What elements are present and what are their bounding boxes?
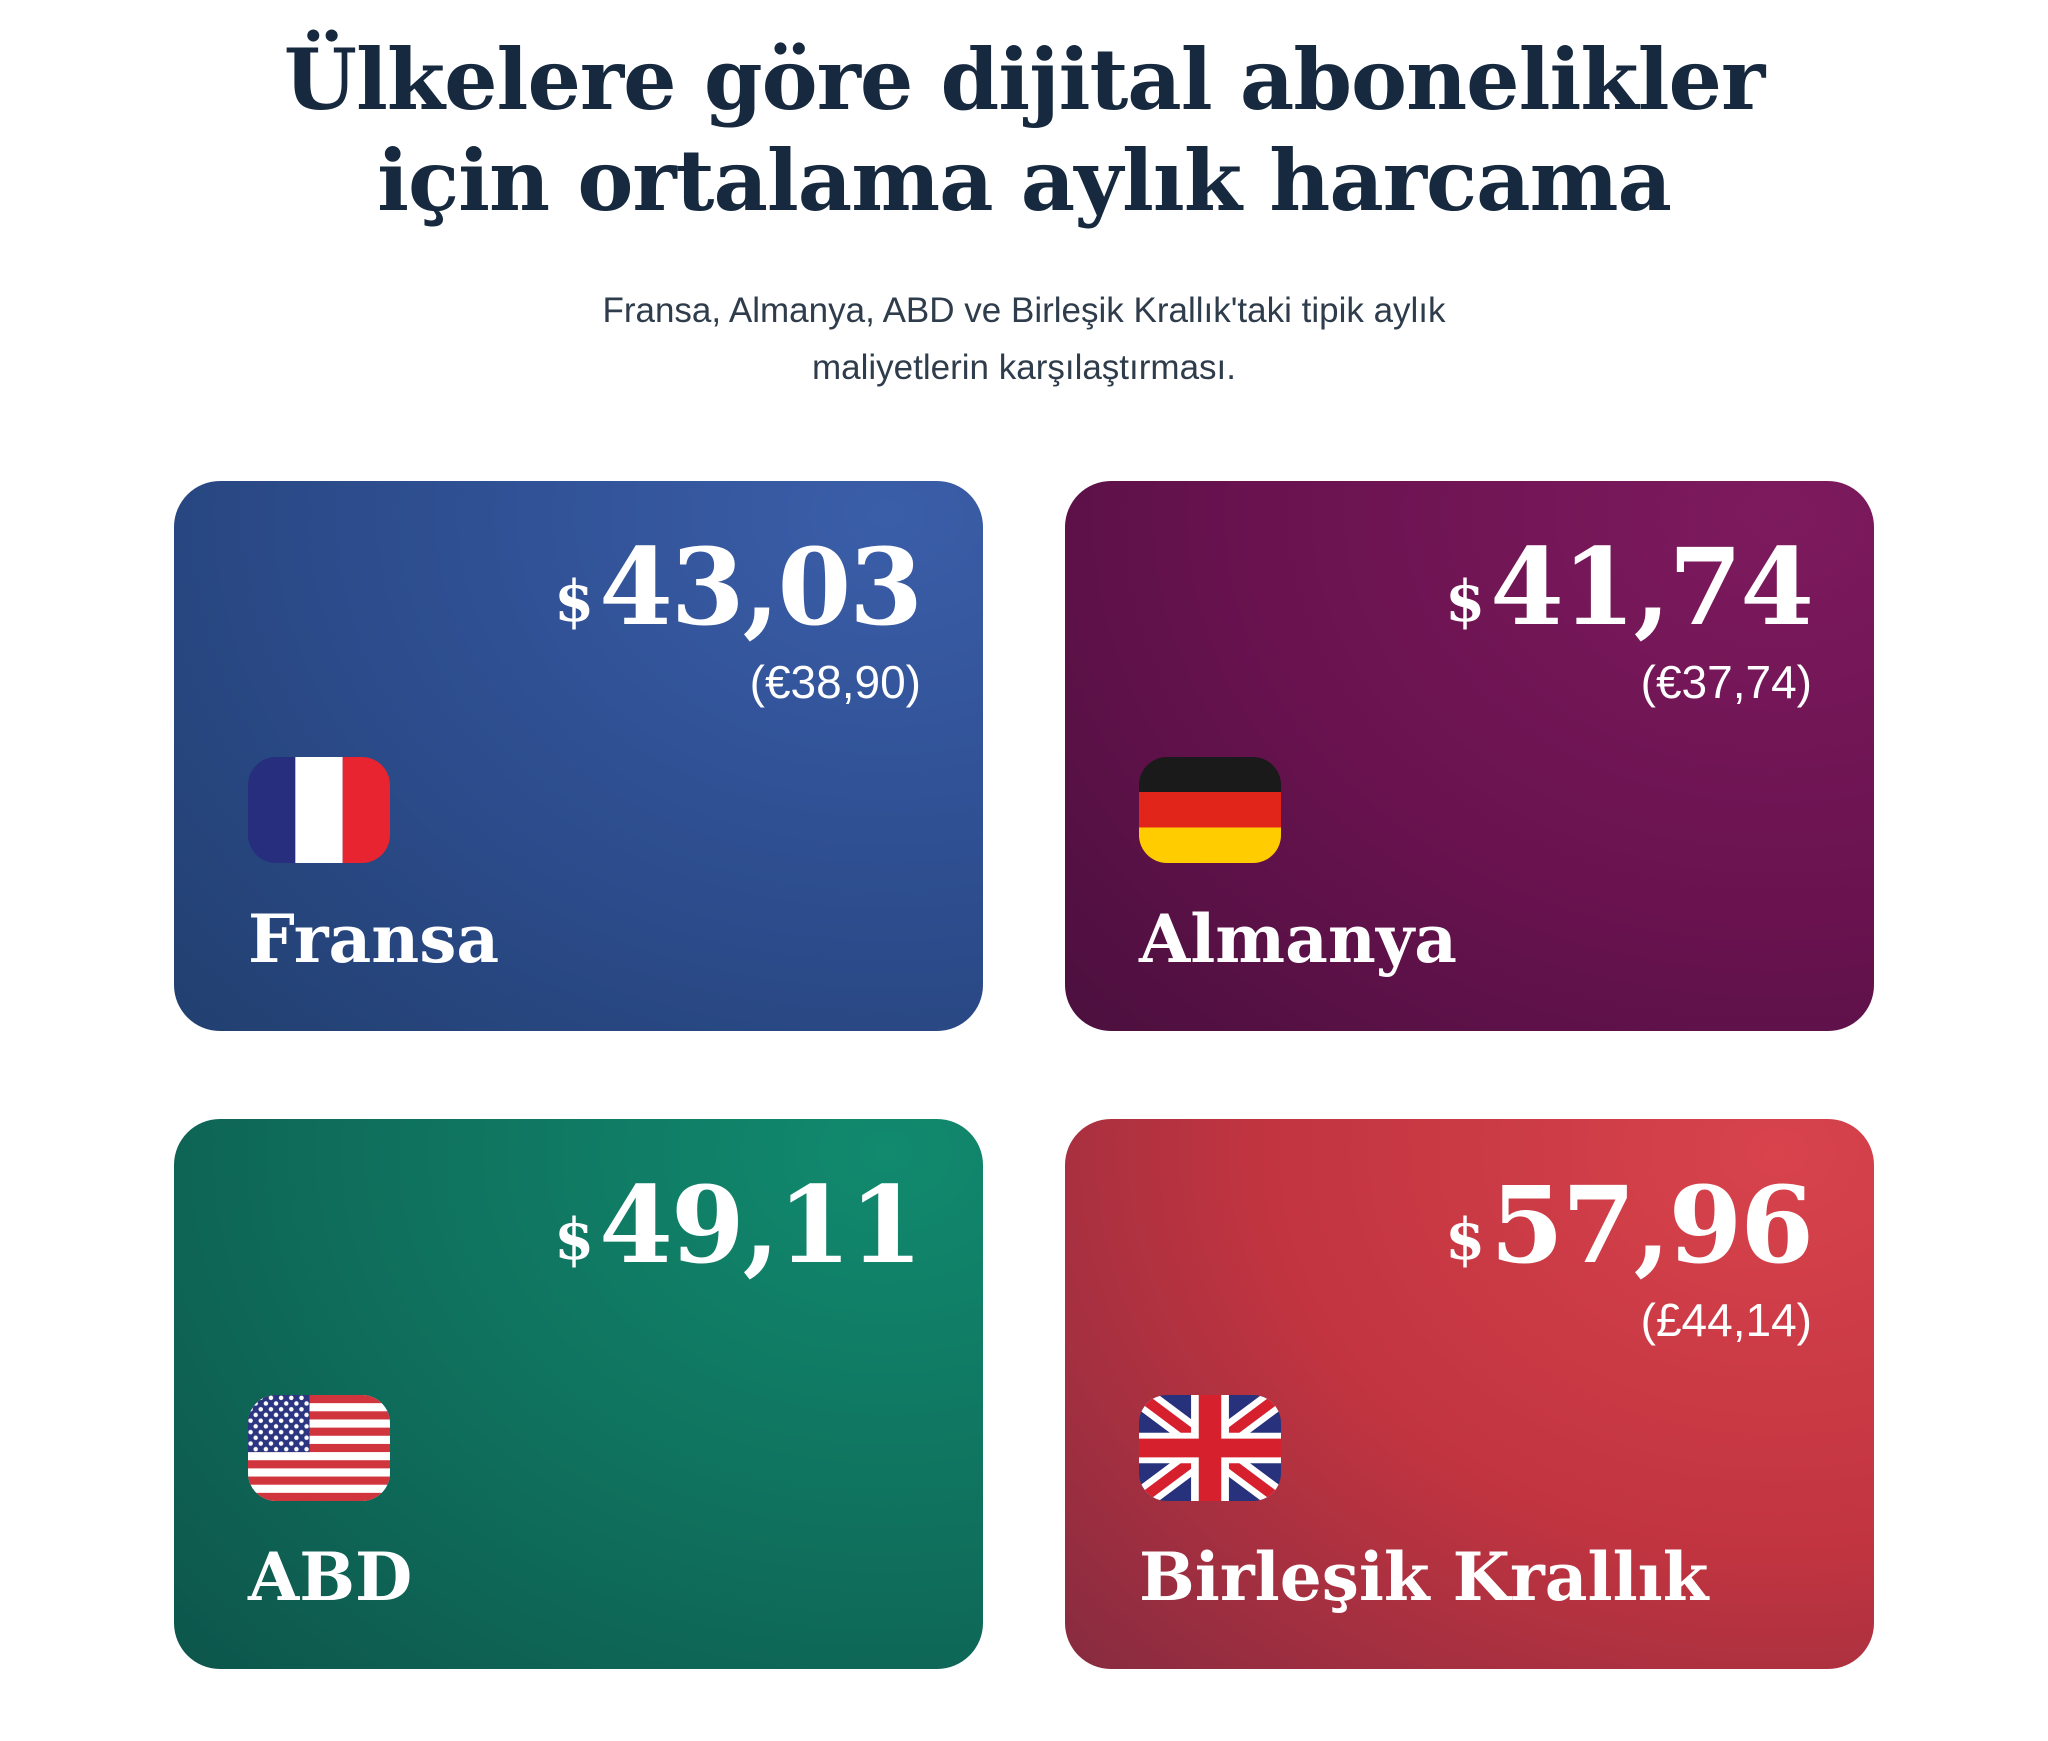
- country-label: Almanya: [1139, 899, 1457, 978]
- uk-flag-icon: [1139, 1394, 1281, 1501]
- price-amount: $57,96: [1445, 1168, 1814, 1281]
- price-usd: $41,74 (€37,74): [1445, 530, 1814, 709]
- dollar-sign: $: [554, 1206, 595, 1274]
- country-label: Fransa: [248, 899, 500, 978]
- card-bottom: ABD: [248, 1394, 921, 1616]
- dollar-sign: $: [1445, 568, 1486, 636]
- amount-value: 43,03: [599, 524, 923, 650]
- page-title-line1: Ülkelere göre dijital abonelikler: [283, 30, 1765, 129]
- card-bottom: Almanya: [1139, 756, 1812, 978]
- card-bottom: Birleşik Krallık: [1139, 1394, 1812, 1616]
- price-usd: $57,96 (£44,14): [1445, 1168, 1814, 1347]
- country-card-grid: $43,03 (€38,90) Fransa $41,74 (€37,74): [174, 481, 1874, 1670]
- page-title-line2: için ortalama aylık harcama: [377, 130, 1672, 230]
- page-subtitle: Fransa, Almanya, ABD ve Birleşik Krallık…: [602, 290, 1446, 388]
- country-label: ABD: [248, 1537, 413, 1616]
- country-card-usa: $49,11: [174, 1119, 983, 1670]
- france-flag-icon: [248, 756, 390, 863]
- amount-value: 41,74: [1490, 524, 1814, 650]
- price-amount: $49,11: [554, 1168, 923, 1281]
- amount-value: 57,96: [1490, 1162, 1814, 1288]
- price-usd: $49,11: [554, 1168, 923, 1303]
- price-local: (€37,74): [1640, 656, 1812, 709]
- card-bottom: Fransa: [248, 756, 921, 978]
- amount-value: 49,11: [599, 1162, 923, 1288]
- country-card-uk: $57,96 (£44,14) Birleşik Krallık: [1065, 1119, 1874, 1670]
- header: Ülkelere göre dijital abonelikler için o…: [0, 0, 2048, 397]
- price-usd: $43,03 (€38,90): [554, 530, 923, 709]
- country-card-france: $43,03 (€38,90) Fransa: [174, 481, 983, 1032]
- country-card-germany: $41,74 (€37,74) Almanya: [1065, 481, 1874, 1032]
- price-local: (€38,90): [749, 656, 921, 709]
- price-local: [554, 1293, 921, 1303]
- country-label: Birleşik Krallık: [1139, 1537, 1709, 1616]
- price-local: (£44,14): [1640, 1294, 1812, 1347]
- usa-flag-icon: [248, 1394, 390, 1501]
- price-amount: $43,03: [554, 530, 923, 643]
- price-amount: $41,74: [1445, 530, 1814, 643]
- germany-flag-icon: [1139, 756, 1281, 863]
- dollar-sign: $: [1445, 1206, 1486, 1274]
- page-title: Ülkelere göre dijital abonelikler için o…: [0, 30, 2048, 232]
- dollar-sign: $: [554, 568, 595, 636]
